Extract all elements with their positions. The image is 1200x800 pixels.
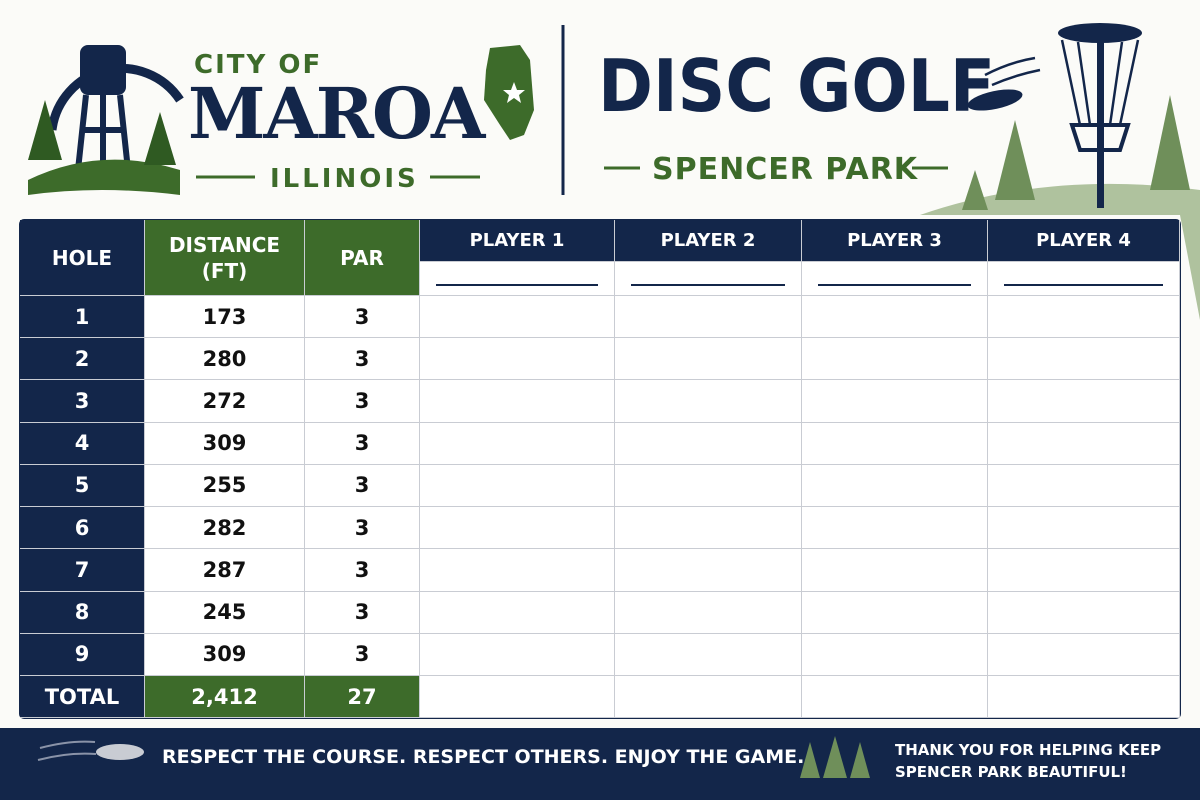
- trees: [962, 95, 1190, 210]
- pole: [1097, 30, 1104, 208]
- basket: [1069, 123, 1131, 152]
- title: DISC GOLF: [598, 44, 996, 128]
- disc: [967, 89, 1023, 111]
- motto: RESPECT THE COURSE. RESPECT OTHERS. ENJO…: [162, 746, 805, 768]
- motion-lines: [984, 56, 1041, 87]
- city-prefix: CITY OF: [194, 50, 323, 80]
- tower-tank: [80, 45, 126, 95]
- logo-trees: [28, 100, 176, 165]
- footer-trees: [800, 736, 870, 778]
- table-frame: [19, 219, 1181, 719]
- thanks-note: THANK YOU FOR HELPING KEEP SPENCER PARK …: [895, 741, 1162, 781]
- state-name: ILLINOIS: [270, 164, 419, 194]
- tower-legs: [75, 94, 131, 171]
- star: [503, 82, 525, 103]
- city-name: MAROA: [188, 72, 485, 155]
- hill: [920, 183, 1200, 320]
- motion-lines: [37, 740, 97, 761]
- footer-disc: [96, 744, 144, 760]
- footer-band: [0, 728, 1200, 800]
- hill: [28, 159, 180, 195]
- subtitle: SPENCER PARK: [652, 152, 919, 187]
